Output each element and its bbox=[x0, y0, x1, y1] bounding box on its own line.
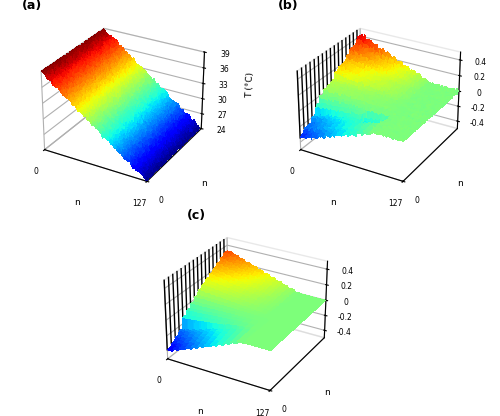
X-axis label: n: n bbox=[74, 198, 80, 207]
X-axis label: n: n bbox=[330, 198, 336, 207]
Text: (b): (b) bbox=[278, 0, 298, 12]
X-axis label: n: n bbox=[197, 407, 203, 416]
Y-axis label: n: n bbox=[201, 179, 207, 188]
Text: (c): (c) bbox=[187, 209, 206, 222]
Text: (a): (a) bbox=[22, 0, 42, 12]
Y-axis label: n: n bbox=[457, 179, 463, 188]
Y-axis label: n: n bbox=[324, 388, 330, 397]
